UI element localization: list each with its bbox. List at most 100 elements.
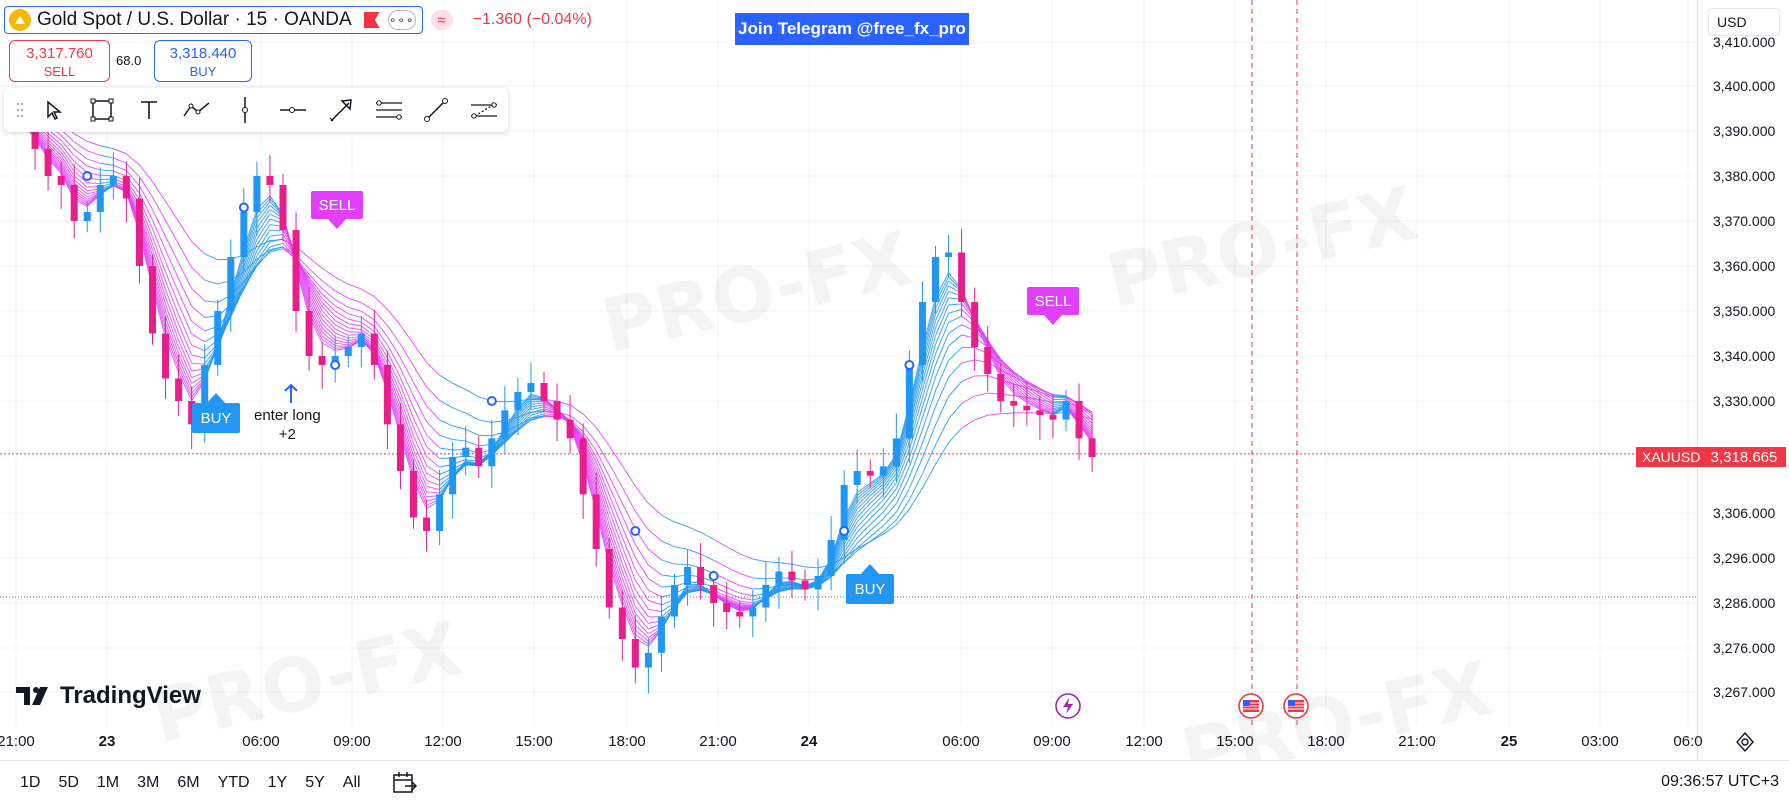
ribbon-line [935,396,950,426]
ribbon-line [152,196,166,221]
ribbon-line [674,521,688,527]
lightning-event-icon[interactable] [1054,692,1082,720]
tradingview-mark-icon [16,687,48,705]
time-axis[interactable]: 21:00 23 06:00 09:00 12:00 15:00 18:00 21:00 24 0… [0,726,1703,756]
range-1m[interactable]: 1M [96,773,120,791]
tradingview-logo[interactable]: TradingView [16,682,201,710]
ribbon-line [935,291,950,322]
range-5y[interactable]: 5Y [305,773,325,791]
ribbon-line [739,597,753,601]
ribbon-line [426,464,440,475]
ribbon-line [426,405,440,421]
horizontal-ray-icon[interactable] [269,88,317,132]
ribbon-line [882,472,897,492]
path-icon[interactable] [173,88,221,132]
candle-body [827,540,835,576]
ribbon-line [308,292,323,320]
ribbon-line [308,283,323,307]
settings-gear-icon[interactable] [1733,730,1757,754]
current-symbol-label: XAUUSD [1636,447,1707,467]
ribbon-line [321,310,336,326]
range-ytd[interactable]: YTD [217,773,250,791]
ribbon-line [935,333,950,366]
ribbon-line [869,490,884,504]
ribbon-line [935,377,950,407]
buy-price: 3,318.440 [169,45,237,62]
ribbon-line [517,401,532,417]
ribbon-line [335,332,349,339]
range-5d[interactable]: 5D [58,773,79,791]
ribbon-line [413,343,427,363]
ribbon-line [348,313,362,318]
price-axis[interactable] [1697,0,1789,760]
ribbon-line [191,288,206,302]
candle-body [879,466,887,476]
ribbon-line [948,347,962,361]
ribbon-line [439,419,453,427]
time-tick-label: 18:00 [608,733,646,750]
sell-signal-pointer [1043,314,1063,325]
calendar-goto-icon[interactable] [391,770,417,796]
text-icon[interactable] [126,88,174,132]
range-1d[interactable]: 1D [20,773,41,791]
ribbon-line [895,435,910,474]
indicator-wave-button[interactable]: ≈ [430,10,453,30]
ribbon-line [152,219,167,251]
telegram-banner[interactable]: Join Telegram @free_fx_pro [735,13,969,45]
time-tick-label: 12:00 [424,733,462,750]
candle-body [540,383,548,401]
ribbon-line [948,324,962,334]
ribbon-line [1052,394,1067,397]
ribbon-line [1013,392,1028,403]
utc-clock[interactable]: 09:36:57 UTC+3 [1661,773,1779,790]
currency-select[interactable]: USD [1708,8,1780,36]
ribbon-line [413,442,428,474]
enter-long-text: enter long [254,407,321,424]
ribbon-line [113,170,127,177]
cursor-icon[interactable] [30,88,78,132]
range-6m[interactable]: 6M [177,773,200,791]
more-button[interactable]: ∘∘∘ [387,10,416,30]
ribbon-line [726,600,740,608]
ribbon-line [621,563,636,599]
ribbon-line [648,589,662,598]
ribbon-line [439,374,453,384]
drag-handle-icon[interactable] [10,88,30,132]
ribbon-line [334,299,349,308]
ribbon-line [895,508,910,526]
candle-body [357,333,365,347]
ribbon-line [1026,402,1041,410]
range-all[interactable]: All [342,773,361,791]
ribbon-line [843,521,858,545]
ribbon-line [517,406,532,422]
symbol-title-box[interactable]: Gold Spot / U.S. Dollar · 15 · OANDA ∘∘∘ [4,6,423,34]
rectangle-icon[interactable] [78,88,126,132]
ribbon-line [335,339,349,344]
ribbon-line [530,406,545,411]
ribbon-line [778,585,793,590]
ribbon-line [869,474,884,486]
ribbon-line [869,476,884,488]
candle-body [410,471,417,518]
us-flag-event-icon[interactable] [1282,692,1310,720]
ribbon-line [73,179,88,192]
ribbon-line [621,590,636,626]
range-3m[interactable]: 3M [137,773,160,791]
fib-icon[interactable] [365,88,413,132]
ribbon-line [948,315,962,324]
ribbon-line [595,476,610,519]
ribbon-line [726,595,740,602]
arrow-icon[interactable] [317,88,365,132]
flag-icon[interactable] [363,12,380,28]
sell-quote-button[interactable]: 3,317.760 SELL [9,40,110,82]
vertical-line-icon[interactable] [221,88,269,132]
ribbon-line [334,328,349,336]
trend-line-icon[interactable] [412,88,460,132]
us-flag-event-icon[interactable] [1237,692,1265,720]
buy-quote-button[interactable]: 3,318.440 BUY [154,40,252,82]
ribbon-line [621,555,636,590]
range-1y[interactable]: 1Y [267,773,288,791]
ribbon-line [895,442,910,478]
parallel-channel-icon[interactable] [460,88,508,132]
